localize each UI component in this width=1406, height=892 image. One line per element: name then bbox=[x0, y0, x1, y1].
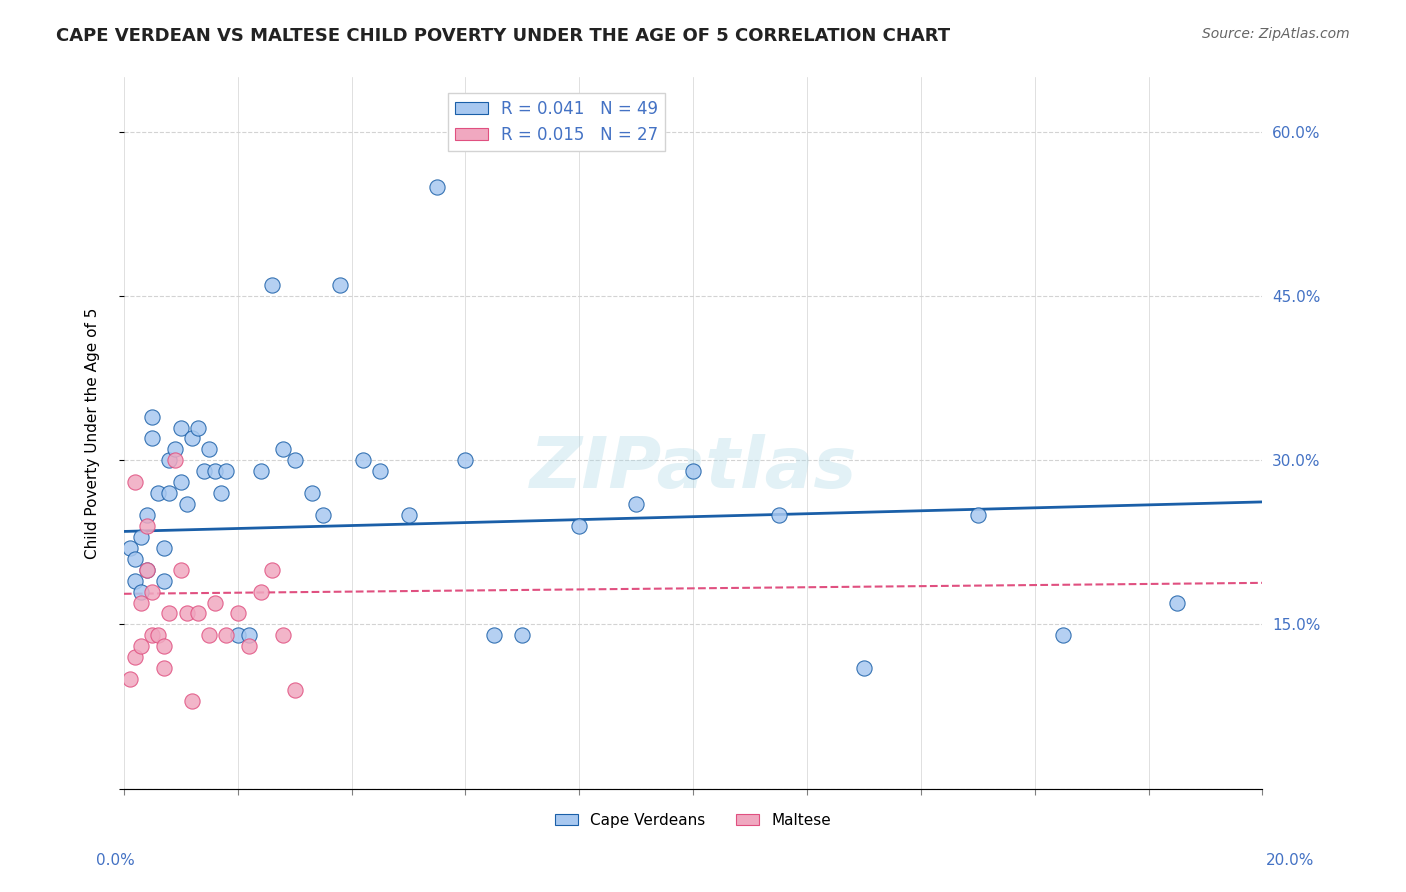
Point bbox=[146, 628, 169, 642]
Y-axis label: Child Poverty Under the Age of 5: Child Poverty Under the Age of 5 bbox=[86, 308, 100, 558]
Point bbox=[159, 607, 181, 621]
Point bbox=[273, 628, 295, 642]
Point bbox=[129, 584, 152, 599]
Point bbox=[852, 661, 875, 675]
Point bbox=[1166, 596, 1188, 610]
Point bbox=[165, 442, 187, 457]
Point bbox=[181, 432, 204, 446]
Point bbox=[204, 596, 226, 610]
Point bbox=[181, 694, 204, 708]
Point bbox=[187, 607, 209, 621]
Point bbox=[352, 453, 374, 467]
Point bbox=[626, 497, 648, 511]
Point bbox=[135, 563, 157, 577]
Point bbox=[368, 464, 391, 478]
Point bbox=[301, 486, 323, 500]
Point bbox=[124, 574, 146, 588]
Point bbox=[152, 541, 174, 555]
Point bbox=[1052, 628, 1074, 642]
Point bbox=[141, 628, 163, 642]
Point bbox=[568, 519, 591, 533]
Text: 20.0%: 20.0% bbox=[1267, 853, 1315, 868]
Point bbox=[152, 640, 174, 654]
Point bbox=[398, 508, 420, 522]
Point bbox=[129, 530, 152, 544]
Point bbox=[152, 661, 174, 675]
Point bbox=[135, 563, 157, 577]
Point bbox=[273, 442, 295, 457]
Point bbox=[238, 628, 260, 642]
Point bbox=[135, 508, 157, 522]
Point bbox=[454, 453, 477, 467]
Point bbox=[187, 420, 209, 434]
Point bbox=[482, 628, 505, 642]
Point bbox=[141, 409, 163, 424]
Point bbox=[284, 683, 307, 698]
Point bbox=[966, 508, 988, 522]
Text: ZIPatlas: ZIPatlas bbox=[530, 434, 856, 503]
Point bbox=[176, 607, 198, 621]
Point bbox=[159, 453, 181, 467]
Point bbox=[198, 442, 221, 457]
Point bbox=[165, 453, 187, 467]
Point bbox=[768, 508, 790, 522]
Point bbox=[238, 640, 260, 654]
Point bbox=[146, 486, 169, 500]
Point bbox=[198, 628, 221, 642]
Text: 0.0%: 0.0% bbox=[96, 853, 135, 868]
Point bbox=[124, 475, 146, 490]
Point bbox=[215, 628, 238, 642]
Point bbox=[159, 486, 181, 500]
Point bbox=[118, 672, 141, 686]
Text: CAPE VERDEAN VS MALTESE CHILD POVERTY UNDER THE AGE OF 5 CORRELATION CHART: CAPE VERDEAN VS MALTESE CHILD POVERTY UN… bbox=[56, 27, 950, 45]
Point bbox=[260, 563, 283, 577]
Point bbox=[170, 475, 193, 490]
Point bbox=[260, 278, 283, 293]
Point bbox=[129, 596, 152, 610]
Point bbox=[124, 650, 146, 665]
Legend: Cape Verdeans, Maltese: Cape Verdeans, Maltese bbox=[550, 807, 837, 834]
Point bbox=[135, 519, 157, 533]
Point bbox=[312, 508, 335, 522]
Point bbox=[124, 551, 146, 566]
Point bbox=[209, 486, 232, 500]
Point bbox=[129, 640, 152, 654]
Text: Source: ZipAtlas.com: Source: ZipAtlas.com bbox=[1202, 27, 1350, 41]
Point bbox=[682, 464, 704, 478]
Point bbox=[426, 179, 449, 194]
Point bbox=[215, 464, 238, 478]
Point bbox=[193, 464, 215, 478]
Point bbox=[249, 464, 271, 478]
Point bbox=[170, 420, 193, 434]
Point bbox=[249, 584, 271, 599]
Point bbox=[176, 497, 198, 511]
Point bbox=[512, 628, 534, 642]
Point bbox=[141, 432, 163, 446]
Point bbox=[141, 584, 163, 599]
Point bbox=[226, 628, 249, 642]
Point bbox=[152, 574, 174, 588]
Point bbox=[204, 464, 226, 478]
Point bbox=[329, 278, 352, 293]
Point bbox=[170, 563, 193, 577]
Point bbox=[118, 541, 141, 555]
Point bbox=[226, 607, 249, 621]
Point bbox=[284, 453, 307, 467]
